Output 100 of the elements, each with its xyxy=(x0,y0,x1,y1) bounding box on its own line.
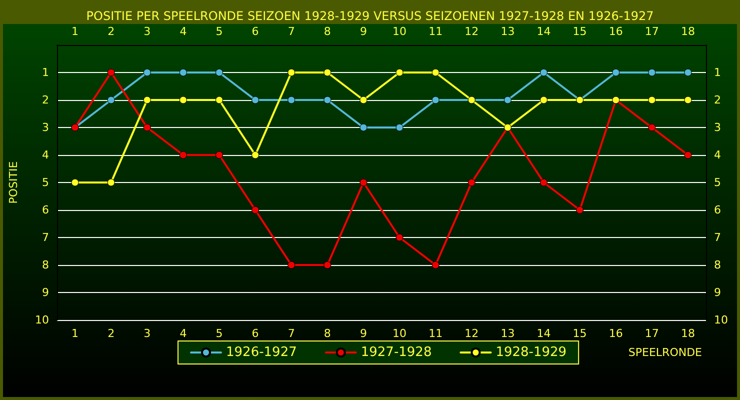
point xyxy=(107,96,115,104)
y-tick-label: 2 xyxy=(42,94,49,106)
x-tick-label: 10 xyxy=(392,327,407,340)
y-axis-title: POSITIE xyxy=(7,161,20,204)
y-tick-label: 7 xyxy=(42,231,49,244)
point xyxy=(684,151,692,159)
x2-tick-label: 6 xyxy=(252,25,259,38)
y2-tick-label: 8 xyxy=(714,258,721,272)
point xyxy=(360,178,368,186)
y-tick-label: 10 xyxy=(35,314,49,326)
x2-tick-label: 12 xyxy=(464,25,479,38)
y-tick-label: 8 xyxy=(42,258,49,272)
point xyxy=(324,261,332,269)
x2-tick-label: 1 xyxy=(72,25,79,38)
x-tick-label: 17 xyxy=(644,327,659,340)
x2-tick-label: 8 xyxy=(324,25,331,38)
legend-label: 1926-1927 xyxy=(226,345,297,360)
point xyxy=(324,96,332,104)
point xyxy=(216,68,223,76)
x-tick-label: 3 xyxy=(144,327,151,340)
x2-tick-label: 15 xyxy=(572,25,587,38)
x-axis-title: SPEELRONDE xyxy=(628,346,702,359)
x-tick-label: 8 xyxy=(324,327,331,340)
point xyxy=(288,96,296,104)
point xyxy=(143,96,151,104)
point xyxy=(468,178,476,186)
point xyxy=(216,151,223,159)
point xyxy=(107,178,115,186)
x-tick-label: 2 xyxy=(108,327,115,340)
point xyxy=(540,68,548,76)
x2-tick-label: 18 xyxy=(680,25,695,38)
point xyxy=(143,68,151,76)
y2-tick-label: 9 xyxy=(714,286,721,299)
x2-tick-label: 9 xyxy=(360,25,367,38)
point xyxy=(216,96,223,104)
point xyxy=(288,261,296,269)
point xyxy=(504,96,512,104)
y2-tick-label: 10 xyxy=(714,314,728,326)
point xyxy=(179,151,187,159)
y2-tick-label: 1 xyxy=(714,66,721,79)
x-tick-label: 6 xyxy=(252,327,259,340)
point xyxy=(288,68,296,76)
x-tick-label: 5 xyxy=(216,327,223,340)
point xyxy=(540,96,548,104)
y2-tick-label: 5 xyxy=(714,176,721,189)
x2-tick-label: 16 xyxy=(608,25,623,38)
x2-tick-label: 11 xyxy=(428,25,443,38)
x-tick-label: 7 xyxy=(288,327,295,340)
y-tick-label: 3 xyxy=(42,121,49,134)
point xyxy=(648,96,656,104)
point xyxy=(612,68,620,76)
point xyxy=(432,68,440,76)
point xyxy=(179,68,187,76)
y2-tick-label: 6 xyxy=(714,204,721,216)
x2-tick-label: 10 xyxy=(392,25,407,38)
point xyxy=(107,68,115,76)
point xyxy=(252,96,260,104)
x-tick-label: 16 xyxy=(608,327,623,340)
point xyxy=(648,124,656,132)
point xyxy=(179,96,187,104)
point xyxy=(143,124,151,132)
point xyxy=(648,68,656,76)
y-tick-label: 5 xyxy=(42,176,49,189)
point xyxy=(71,178,79,186)
point xyxy=(252,206,260,214)
x-tick-label: 13 xyxy=(500,327,515,340)
point xyxy=(576,206,584,214)
y2-tick-label: 2 xyxy=(714,94,721,106)
point xyxy=(540,178,548,186)
x-tick-label: 11 xyxy=(428,327,443,340)
point xyxy=(324,68,332,76)
x2-tick-label: 4 xyxy=(180,25,187,38)
point xyxy=(684,68,692,76)
x-tick-label: 14 xyxy=(536,327,551,340)
x2-tick-label: 5 xyxy=(216,25,223,38)
x-tick-label: 12 xyxy=(464,327,479,340)
y-tick-label: 1 xyxy=(42,66,49,79)
chart-title: POSITIE PER SPEELRONDE SEIZOEN 1928-1929 VERSUS SEIZOENEN 1927-1928 EN 1926-1927 xyxy=(86,9,654,23)
x-tick-label: 15 xyxy=(572,327,587,340)
x-tick-label: 1 xyxy=(72,327,79,340)
x2-tick-label: 2 xyxy=(108,25,115,38)
y2-tick-label: 4 xyxy=(714,148,721,162)
x2-tick-label: 3 xyxy=(144,25,151,38)
point xyxy=(396,124,404,132)
y-tick-label: 6 xyxy=(42,204,49,216)
x-tick-label: 18 xyxy=(680,327,695,340)
point xyxy=(684,96,692,104)
point xyxy=(396,234,404,242)
x2-tick-label: 14 xyxy=(536,25,551,38)
point xyxy=(360,96,368,104)
point xyxy=(252,151,260,159)
y2-tick-label: 3 xyxy=(714,121,721,134)
legend-label: 1928-1929 xyxy=(496,345,567,360)
point xyxy=(396,68,404,76)
point xyxy=(360,124,368,132)
y-tick-label: 9 xyxy=(42,286,49,299)
legend-label: 1927-1928 xyxy=(360,345,432,360)
point xyxy=(432,261,440,269)
x2-tick-label: 7 xyxy=(288,25,295,38)
y2-tick-label: 7 xyxy=(714,231,721,244)
